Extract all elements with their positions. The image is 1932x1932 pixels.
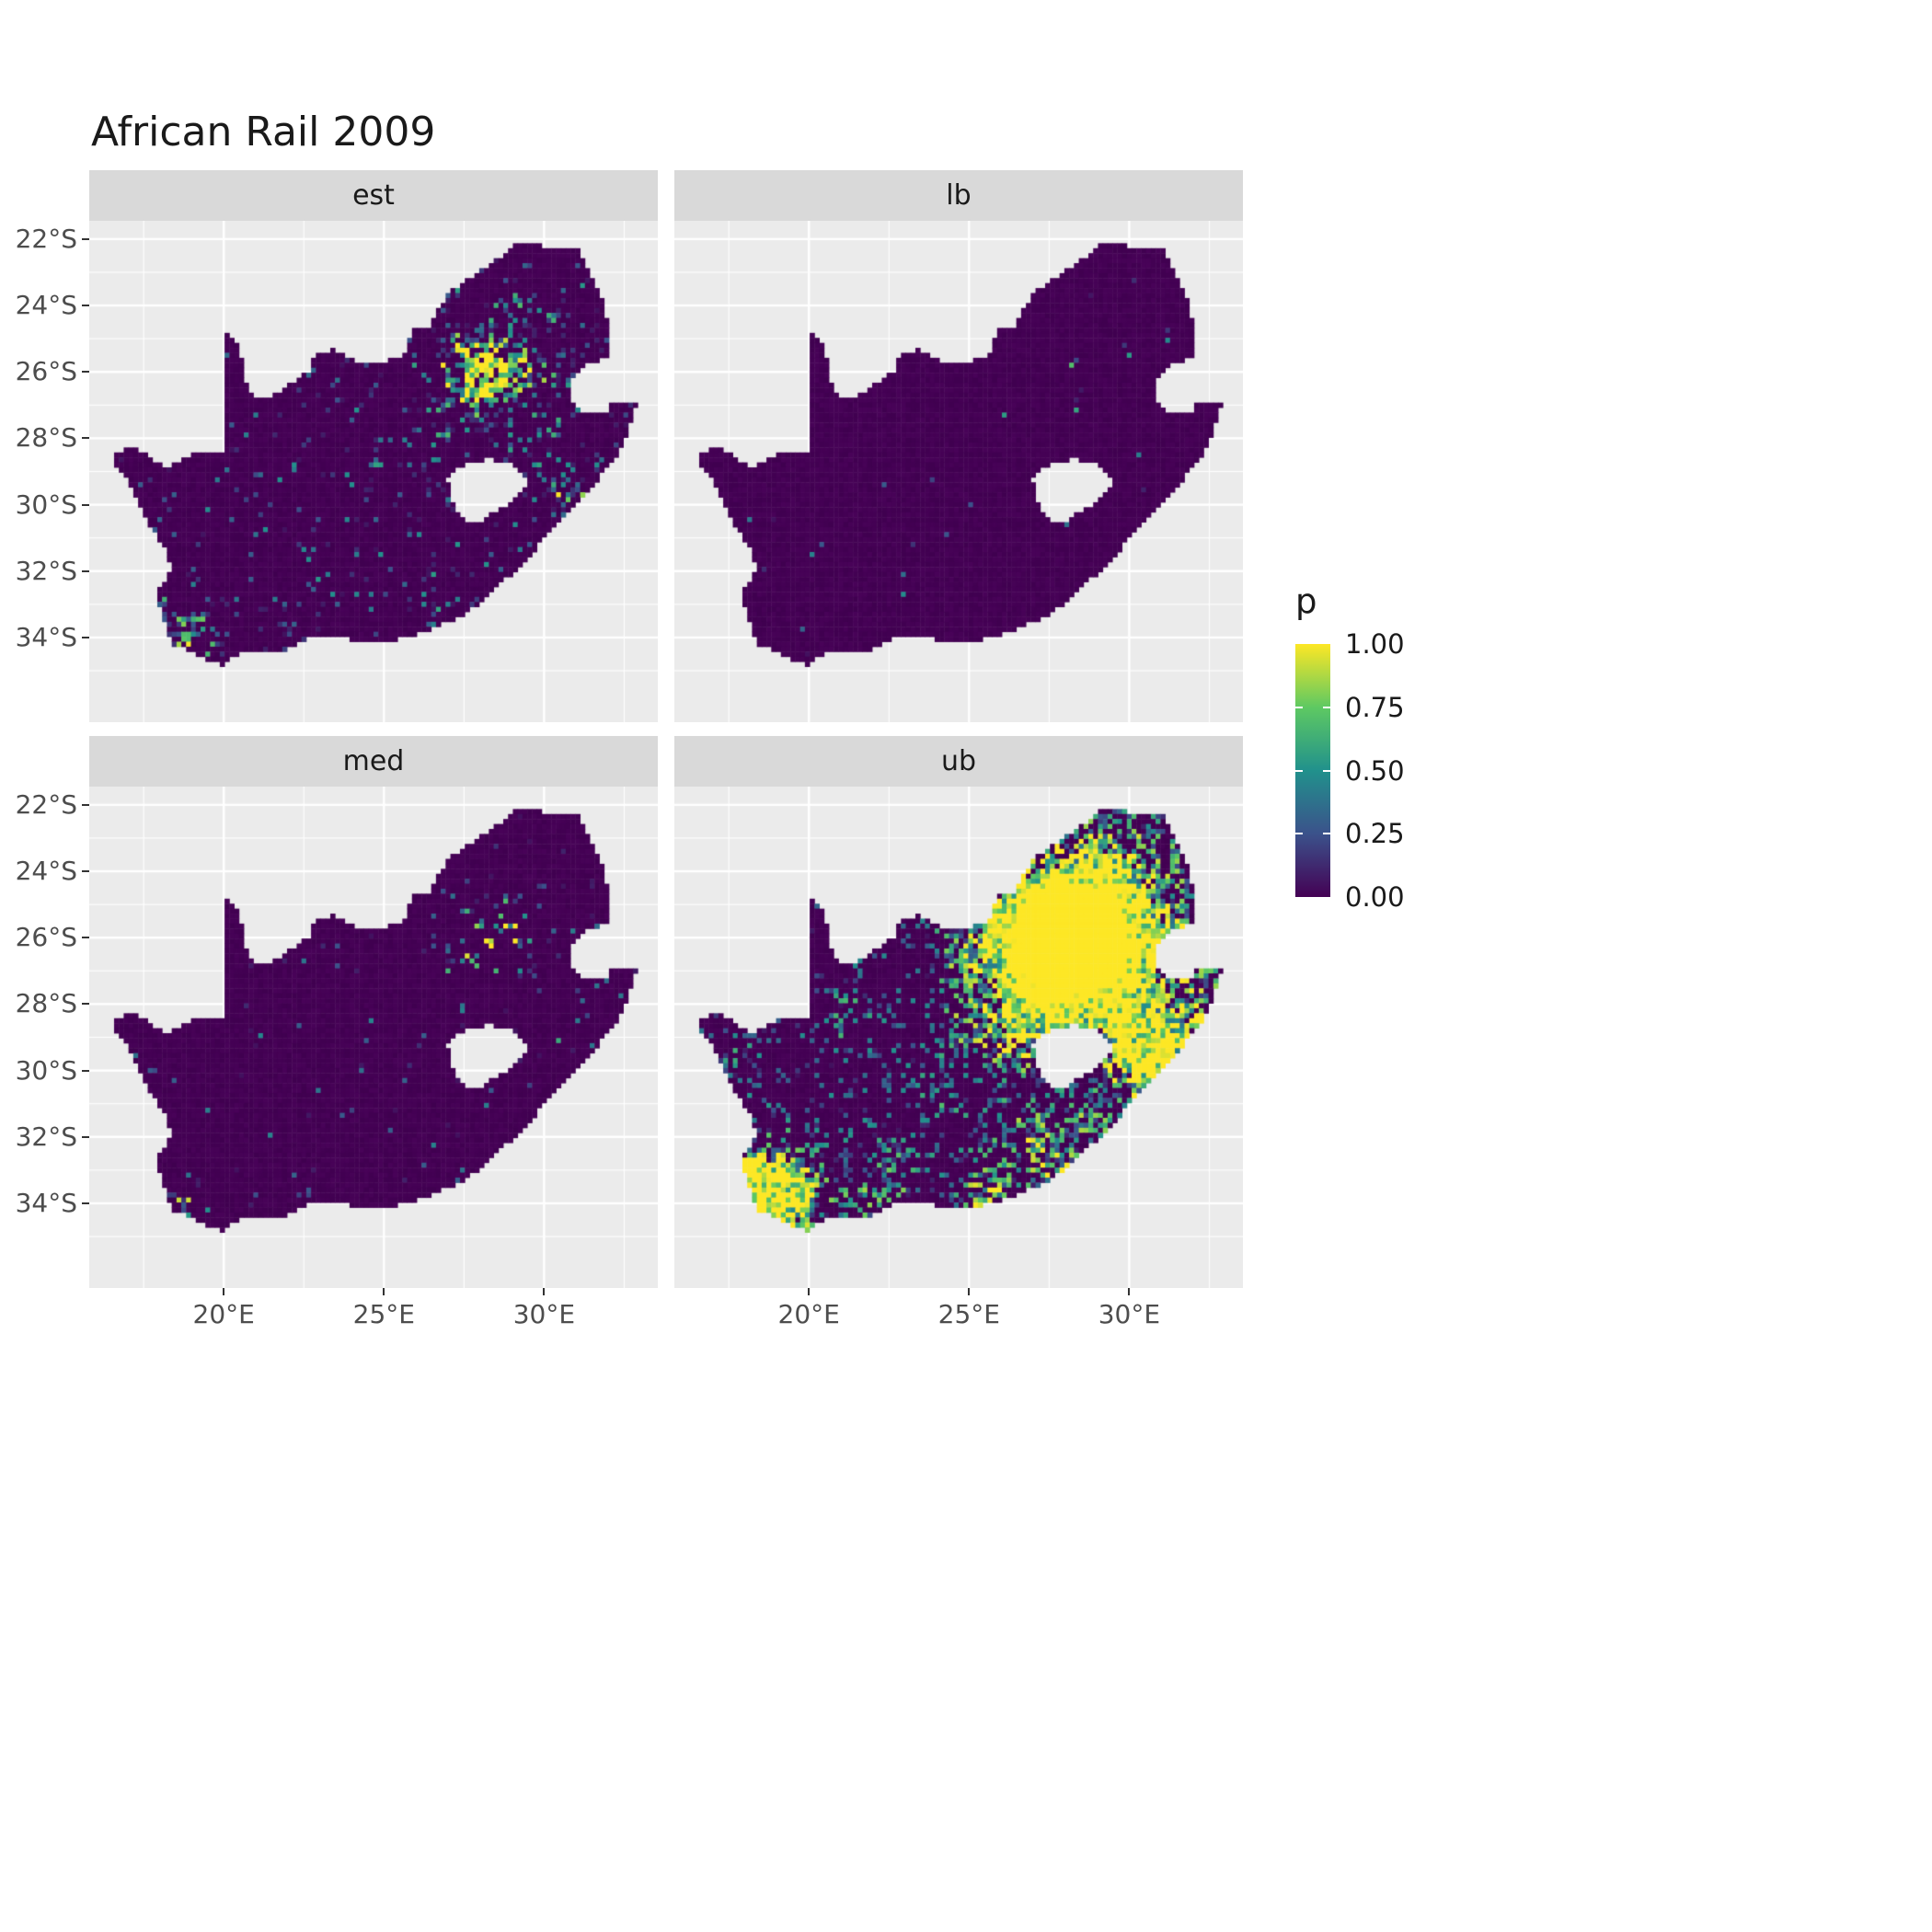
legend-tick-mark xyxy=(1295,706,1303,708)
y-axis-tick-mark xyxy=(82,503,89,506)
x-axis-tick-mark xyxy=(1128,1288,1131,1295)
y-axis-tick-mark xyxy=(82,237,89,240)
y-axis-tick-label: 22°S xyxy=(15,223,77,254)
facet-strip-ub: ub xyxy=(674,736,1243,787)
facet-strip-est: est xyxy=(89,170,658,221)
y-axis-tick-mark xyxy=(82,1003,89,1006)
facet-panel-est xyxy=(89,221,658,722)
legend-tick-mark xyxy=(1323,769,1330,772)
facet-panel-lb xyxy=(674,221,1243,722)
legend-title: p xyxy=(1295,581,1317,621)
x-axis-tick-label: 20°E xyxy=(777,1299,840,1329)
x-axis-tick-label: 25°E xyxy=(937,1299,1000,1329)
legend-tick-mark xyxy=(1295,833,1303,835)
legend-tick-label: 0.75 xyxy=(1345,691,1405,723)
y-axis-tick-label: 34°S xyxy=(15,1187,77,1218)
x-axis-tick-label: 20°E xyxy=(192,1299,255,1329)
y-axis-tick-mark xyxy=(82,1069,89,1072)
y-axis-tick-label: 26°S xyxy=(15,922,77,953)
y-axis-tick-label: 28°S xyxy=(15,988,77,1019)
legend-tick-mark xyxy=(1323,706,1330,708)
plot-title: African Rail 2009 xyxy=(91,109,436,155)
facet-panel-med xyxy=(89,787,658,1288)
y-axis-tick-label: 30°S xyxy=(15,489,77,520)
legend-tick-label: 1.00 xyxy=(1345,628,1405,660)
y-axis-tick-label: 28°S xyxy=(15,422,77,454)
y-axis-tick-label: 34°S xyxy=(15,621,77,652)
y-axis-tick-label: 24°S xyxy=(15,856,77,887)
y-axis-tick-mark xyxy=(82,1135,89,1138)
y-axis-tick-label: 32°S xyxy=(15,1121,77,1152)
x-axis-tick-mark xyxy=(543,1288,546,1295)
legend-tick-label: 0.25 xyxy=(1345,818,1405,850)
y-axis-tick-mark xyxy=(82,870,89,873)
x-axis-tick-mark xyxy=(223,1288,225,1295)
legend-tick-mark xyxy=(1323,833,1330,835)
y-axis-tick-mark xyxy=(82,437,89,440)
x-axis-tick-mark xyxy=(968,1288,971,1295)
y-axis-tick-mark xyxy=(82,636,89,638)
x-axis-tick-mark xyxy=(383,1288,385,1295)
legend-tick-label: 0.00 xyxy=(1345,881,1405,913)
y-axis-tick-mark xyxy=(82,305,89,307)
facet-panel-ub xyxy=(674,787,1243,1288)
y-axis-tick-label: 32°S xyxy=(15,555,77,586)
y-axis-tick-mark xyxy=(82,569,89,572)
legend-tick-mark xyxy=(1295,769,1303,772)
y-axis-tick-mark xyxy=(82,937,89,939)
y-axis-tick-label: 24°S xyxy=(15,290,77,321)
x-axis-tick-label: 25°E xyxy=(352,1299,415,1329)
facet-strip-lb: lb xyxy=(674,170,1243,221)
legend-tick-label: 0.50 xyxy=(1345,754,1405,787)
y-axis-tick-label: 22°S xyxy=(15,788,77,820)
y-axis-tick-mark xyxy=(82,803,89,806)
x-axis-tick-label: 30°E xyxy=(512,1299,576,1329)
x-axis-tick-mark xyxy=(808,1288,811,1295)
y-axis-tick-label: 26°S xyxy=(15,356,77,387)
x-axis-tick-label: 30°E xyxy=(1098,1299,1161,1329)
y-axis-tick-label: 30°S xyxy=(15,1054,77,1086)
y-axis-tick-mark xyxy=(82,1202,89,1204)
facet-strip-med: med xyxy=(89,736,658,787)
y-axis-tick-mark xyxy=(82,371,89,374)
